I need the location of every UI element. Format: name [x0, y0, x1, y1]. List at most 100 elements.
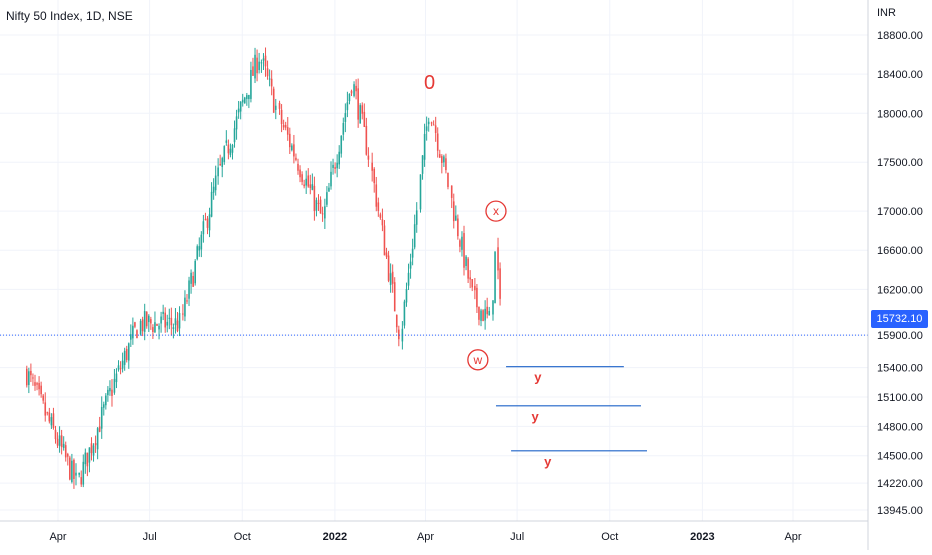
candle [98, 416, 101, 433]
target-lines: y y y [495, 366, 648, 469]
candles [25, 47, 501, 489]
candle [419, 174, 422, 213]
candle [348, 93, 351, 105]
candle [480, 308, 482, 327]
candle [297, 158, 299, 175]
candle [134, 321, 136, 329]
candle [150, 316, 152, 330]
candle [381, 208, 384, 232]
candle [212, 178, 215, 200]
candle [432, 120, 435, 126]
candle [334, 162, 336, 174]
candle [229, 143, 232, 158]
wave-label: 0 [424, 72, 435, 94]
price-tick-label: 15100.00 [877, 392, 923, 404]
candle [204, 212, 207, 221]
candle [182, 304, 184, 321]
candle [321, 206, 324, 222]
candle [371, 152, 373, 182]
candle [270, 70, 273, 96]
candle [136, 329, 138, 339]
candle [450, 185, 453, 209]
candle [383, 220, 386, 256]
candle [461, 231, 463, 257]
candle [313, 176, 316, 221]
candle [389, 263, 392, 293]
candle [82, 454, 85, 488]
candle [156, 323, 158, 326]
candle [286, 117, 289, 141]
candle [357, 78, 359, 128]
candle [467, 256, 469, 284]
candle [38, 376, 40, 396]
candle [350, 89, 353, 97]
time-tick-label: Apr [49, 531, 66, 543]
candle [174, 308, 177, 334]
price-tick-label: 17500.00 [877, 157, 923, 169]
candle [246, 92, 248, 106]
last-price-tag: 15732.10 [871, 310, 928, 328]
candle [315, 197, 318, 217]
candle [411, 238, 414, 266]
candle [258, 52, 260, 74]
candle [111, 379, 113, 407]
candle [317, 194, 320, 211]
candle [278, 100, 281, 115]
candle [423, 123, 426, 167]
candle [64, 441, 67, 462]
candle [241, 93, 244, 107]
candle [469, 270, 471, 289]
candle [299, 165, 301, 183]
candle [96, 426, 99, 460]
time-tick-label: Oct [234, 531, 251, 543]
candle [319, 196, 322, 214]
candle [363, 103, 366, 128]
candle [196, 244, 199, 261]
candle [385, 247, 388, 260]
candle [303, 179, 305, 189]
candle [301, 171, 303, 186]
candle [42, 393, 44, 404]
candle [330, 161, 332, 190]
candle [391, 264, 394, 293]
candle [484, 300, 486, 330]
candle [219, 154, 221, 166]
candle [210, 182, 213, 218]
candle [208, 207, 211, 238]
candle [243, 96, 246, 104]
candle [130, 324, 132, 347]
candle [30, 363, 32, 383]
candle [172, 323, 175, 339]
candle [254, 47, 256, 84]
candle [497, 237, 499, 280]
candle [194, 259, 196, 286]
candle [441, 154, 443, 174]
candle [125, 345, 128, 363]
candle [107, 386, 109, 402]
time-tick-label: Oct [601, 531, 618, 543]
candle [452, 193, 455, 229]
candle [457, 214, 459, 240]
candle [73, 458, 75, 489]
candle [311, 173, 314, 191]
candle [66, 452, 69, 466]
candle [393, 277, 396, 312]
candle [34, 374, 36, 391]
candle [233, 120, 236, 148]
candle [71, 453, 73, 484]
candle [375, 176, 378, 212]
candle [225, 130, 228, 146]
candle [340, 135, 343, 158]
candle [141, 316, 144, 337]
candle [28, 367, 30, 394]
candle [436, 127, 439, 158]
candle [186, 294, 188, 305]
candle [50, 413, 53, 430]
candle [346, 91, 349, 118]
annotation-circle [485, 200, 507, 222]
candle [143, 303, 146, 341]
candle [235, 109, 238, 140]
candle [250, 61, 252, 103]
candle [336, 154, 338, 178]
